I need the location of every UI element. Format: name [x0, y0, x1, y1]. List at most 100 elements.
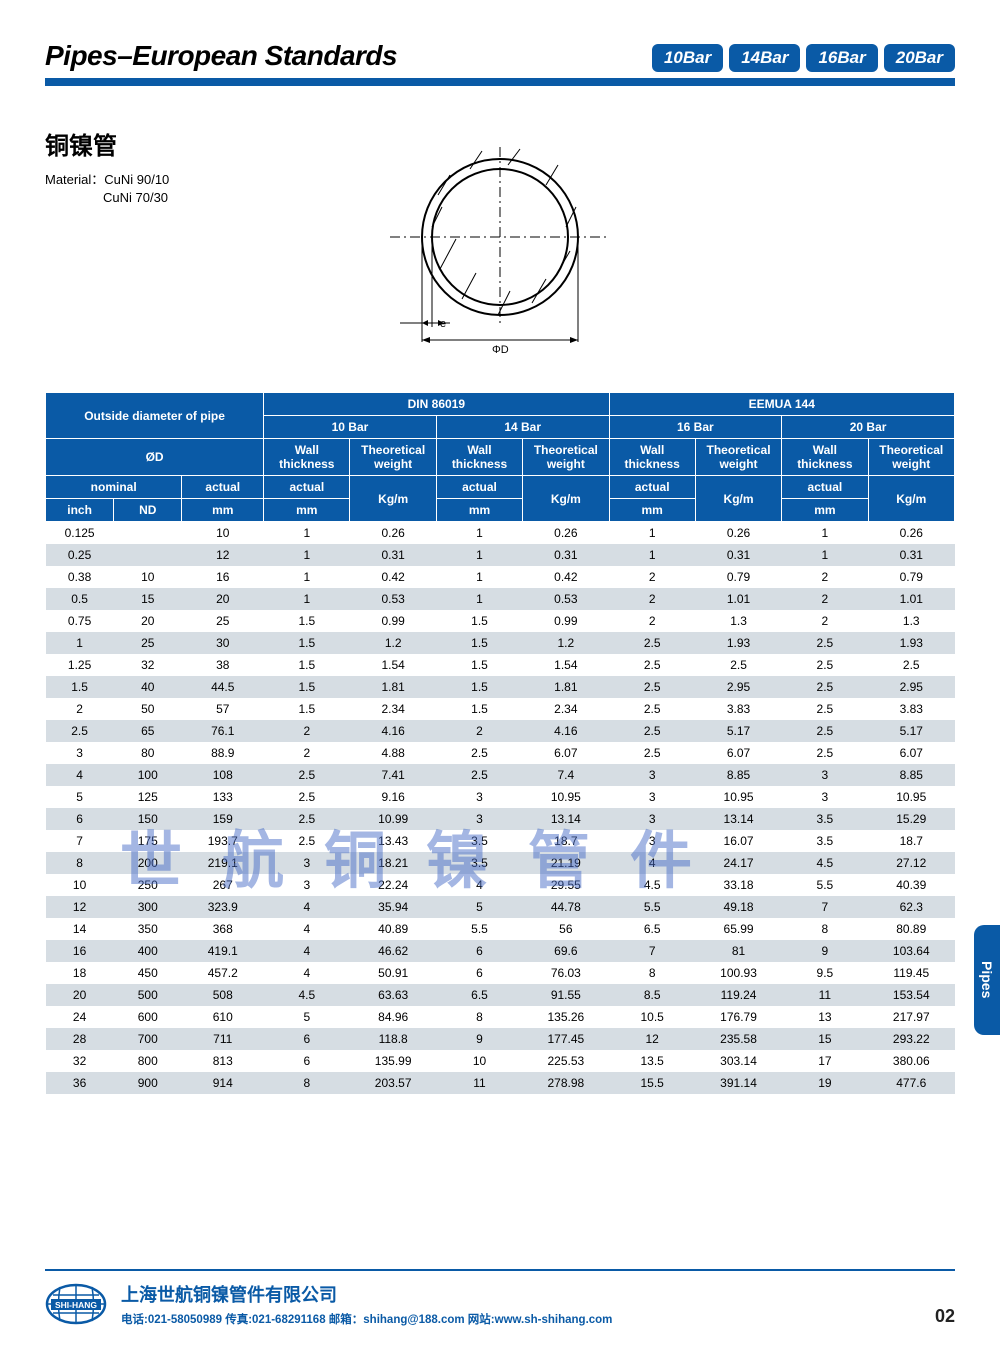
table-cell: 119.24 — [695, 984, 781, 1006]
table-cell: 3 — [609, 764, 695, 786]
table-cell: 11 — [782, 984, 868, 1006]
table-cell: 4 — [46, 764, 114, 786]
th-10bar: 10 Bar — [264, 416, 437, 439]
table-cell: 2.5 — [264, 764, 350, 786]
table-cell: 1 — [609, 522, 695, 545]
table-cell: 1 — [264, 588, 350, 610]
table-cell: 38 — [182, 654, 264, 676]
table-cell: 1.5 — [436, 676, 522, 698]
table-cell: 1.5 — [436, 698, 522, 720]
table-cell: 0.31 — [695, 544, 781, 566]
table-cell: 0.31 — [350, 544, 436, 566]
table-cell: 2.5 — [782, 632, 868, 654]
table-cell: 7.41 — [350, 764, 436, 786]
contact-info: 电话:021-58050989 传真:021-68291168 邮箱：shiha… — [121, 1311, 612, 1327]
spec-table: Outside diameter of pipe DIN 86019 EEMUA… — [45, 392, 955, 1094]
pressure-badges: 10Bar 14Bar 16Bar 20Bar — [652, 44, 955, 72]
table-cell: 2.5 — [436, 764, 522, 786]
table-cell: 3.5 — [782, 808, 868, 830]
table-cell: 2.5 — [782, 742, 868, 764]
table-cell: 35.94 — [350, 896, 436, 918]
table-cell: 6 — [436, 940, 522, 962]
table-cell: 0.25 — [46, 544, 114, 566]
table-cell: 6.07 — [695, 742, 781, 764]
table-cell: 419.1 — [182, 940, 264, 962]
table-cell: 50 — [114, 698, 182, 720]
table-cell: 84.96 — [350, 1006, 436, 1028]
material-line1: CuNi 90/10 — [104, 172, 169, 187]
table-cell: 600 — [114, 1006, 182, 1028]
table-cell: 4.5 — [609, 874, 695, 896]
table-cell: 477.6 — [868, 1072, 954, 1094]
table-cell: 4 — [436, 874, 522, 896]
table-cell: 1.5 — [264, 632, 350, 654]
pipe-diagram: e ΦD — [45, 147, 955, 372]
table-cell: 46.62 — [350, 940, 436, 962]
table-cell: 250 — [114, 874, 182, 896]
table-cell: 7 — [46, 830, 114, 852]
table-cell: 2.5 — [264, 786, 350, 808]
table-cell: 150 — [114, 808, 182, 830]
table-cell: 6 — [264, 1050, 350, 1072]
table-cell: 18 — [46, 962, 114, 984]
th-kgm-3: Kg/m — [695, 476, 781, 522]
table-cell: 91.55 — [523, 984, 609, 1006]
table-cell: 1.2 — [350, 632, 436, 654]
table-cell: 16.07 — [695, 830, 781, 852]
table-cell: 0.31 — [523, 544, 609, 566]
table-cell: 1.5 — [46, 676, 114, 698]
table-cell: 2 — [609, 610, 695, 632]
table-cell: 13.14 — [523, 808, 609, 830]
table-cell: 57 — [182, 698, 264, 720]
table-cell: 391.14 — [695, 1072, 781, 1094]
table-cell: 8 — [436, 1006, 522, 1028]
table-cell: 1.5 — [436, 610, 522, 632]
table-row: 205005084.563.636.591.558.5119.2411153.5… — [46, 984, 955, 1006]
table-cell: 14 — [46, 918, 114, 940]
table-cell: 18.21 — [350, 852, 436, 874]
table-cell: 1 — [264, 566, 350, 588]
badge-14bar: 14Bar — [729, 44, 800, 72]
table-cell: 8.85 — [695, 764, 781, 786]
table-cell: 159 — [182, 808, 264, 830]
th-wall-1: Wall thickness — [264, 439, 350, 476]
table-cell: 76.03 — [523, 962, 609, 984]
table-row: 1.2532381.51.541.51.542.52.52.52.5 — [46, 654, 955, 676]
table-row: 61501592.510.99313.14313.143.515.29 — [46, 808, 955, 830]
table-row: 24600610584.968135.2610.5176.7913217.97 — [46, 1006, 955, 1028]
table-row: 7175193.72.513.433.518.7316.073.518.7 — [46, 830, 955, 852]
table-cell: 700 — [114, 1028, 182, 1050]
table-cell: 2.5 — [609, 720, 695, 742]
side-tab-pipes[interactable]: Pipes — [974, 925, 1000, 1035]
table-cell: 25 — [182, 610, 264, 632]
th-kgm-1: Kg/m — [350, 476, 436, 522]
table-cell: 3 — [782, 786, 868, 808]
table-cell: 153.54 — [868, 984, 954, 1006]
table-cell: 9.16 — [350, 786, 436, 808]
table-cell: 44.5 — [182, 676, 264, 698]
table-row: 14350368440.895.5566.565.99880.89 — [46, 918, 955, 940]
table-cell: 400 — [114, 940, 182, 962]
table-cell: 21.19 — [523, 852, 609, 874]
table-cell: 8 — [609, 962, 695, 984]
table-cell: 0.42 — [523, 566, 609, 588]
th-od: ØD — [46, 439, 264, 476]
table-cell: 33.18 — [695, 874, 781, 896]
table-row: 0.1251010.2610.2610.2610.26 — [46, 522, 955, 545]
table-cell: 49.18 — [695, 896, 781, 918]
table-cell: 5.17 — [695, 720, 781, 742]
table-cell: 380.06 — [868, 1050, 954, 1072]
table-cell: 2 — [46, 698, 114, 720]
th-mm-0: mm — [182, 499, 264, 522]
table-cell: 813 — [182, 1050, 264, 1072]
th-mm-2: mm — [436, 499, 522, 522]
table-cell: 10.99 — [350, 808, 436, 830]
table-cell: 6.07 — [868, 742, 954, 764]
table-cell: 6 — [264, 1028, 350, 1050]
table-cell: 29.55 — [523, 874, 609, 896]
table-cell: 12 — [609, 1028, 695, 1050]
table-cell: 235.58 — [695, 1028, 781, 1050]
table-cell: 108 — [182, 764, 264, 786]
th-16bar: 16 Bar — [609, 416, 782, 439]
table-cell: 15 — [114, 588, 182, 610]
